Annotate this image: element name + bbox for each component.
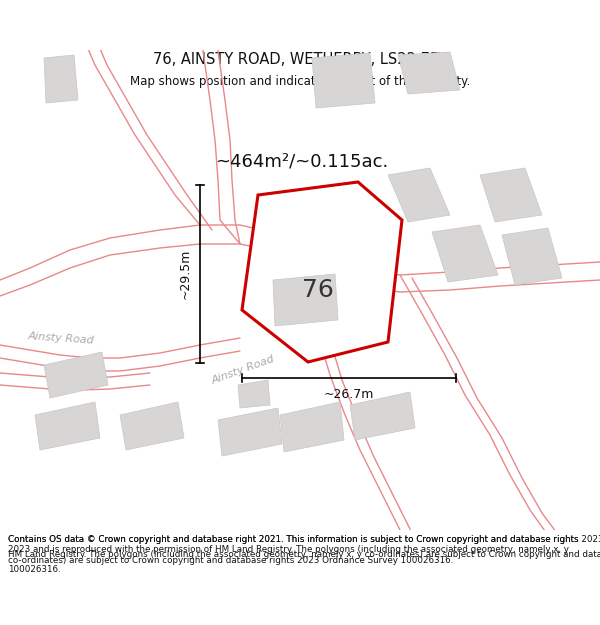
Polygon shape xyxy=(432,225,498,282)
Text: Contains OS data © Crown copyright and database right 2021. This information is : Contains OS data © Crown copyright and d… xyxy=(8,535,600,544)
Polygon shape xyxy=(242,182,402,362)
Polygon shape xyxy=(218,408,282,456)
Text: ~26.7m: ~26.7m xyxy=(324,388,374,401)
Polygon shape xyxy=(480,168,542,222)
Polygon shape xyxy=(312,53,375,108)
Polygon shape xyxy=(44,352,108,398)
Polygon shape xyxy=(238,380,270,408)
Text: 100026316.: 100026316. xyxy=(8,565,61,574)
Polygon shape xyxy=(273,274,338,326)
Text: HM Land Registry. The polygons (including the associated geometry, namely x, y c: HM Land Registry. The polygons (includin… xyxy=(8,550,600,559)
Text: 76: 76 xyxy=(302,278,334,302)
Polygon shape xyxy=(44,55,78,103)
Polygon shape xyxy=(120,402,184,450)
Polygon shape xyxy=(280,402,344,452)
Text: 76, AINSTY ROAD, WETHERBY, LS22 7FY: 76, AINSTY ROAD, WETHERBY, LS22 7FY xyxy=(153,51,447,66)
Polygon shape xyxy=(502,228,562,285)
Polygon shape xyxy=(388,168,450,222)
Text: Ainsty Road: Ainsty Road xyxy=(210,354,276,386)
Text: Contains OS data © Crown copyright and database right 2021. This information is : Contains OS data © Crown copyright and d… xyxy=(8,535,578,565)
Polygon shape xyxy=(35,402,100,450)
Polygon shape xyxy=(350,392,415,440)
Text: ~464m²/~0.115ac.: ~464m²/~0.115ac. xyxy=(215,153,388,171)
Text: ~29.5m: ~29.5m xyxy=(179,249,192,299)
Text: Ainsty Road: Ainsty Road xyxy=(28,331,95,345)
Polygon shape xyxy=(398,52,460,94)
Text: Map shows position and indicative extent of the property.: Map shows position and indicative extent… xyxy=(130,74,470,88)
